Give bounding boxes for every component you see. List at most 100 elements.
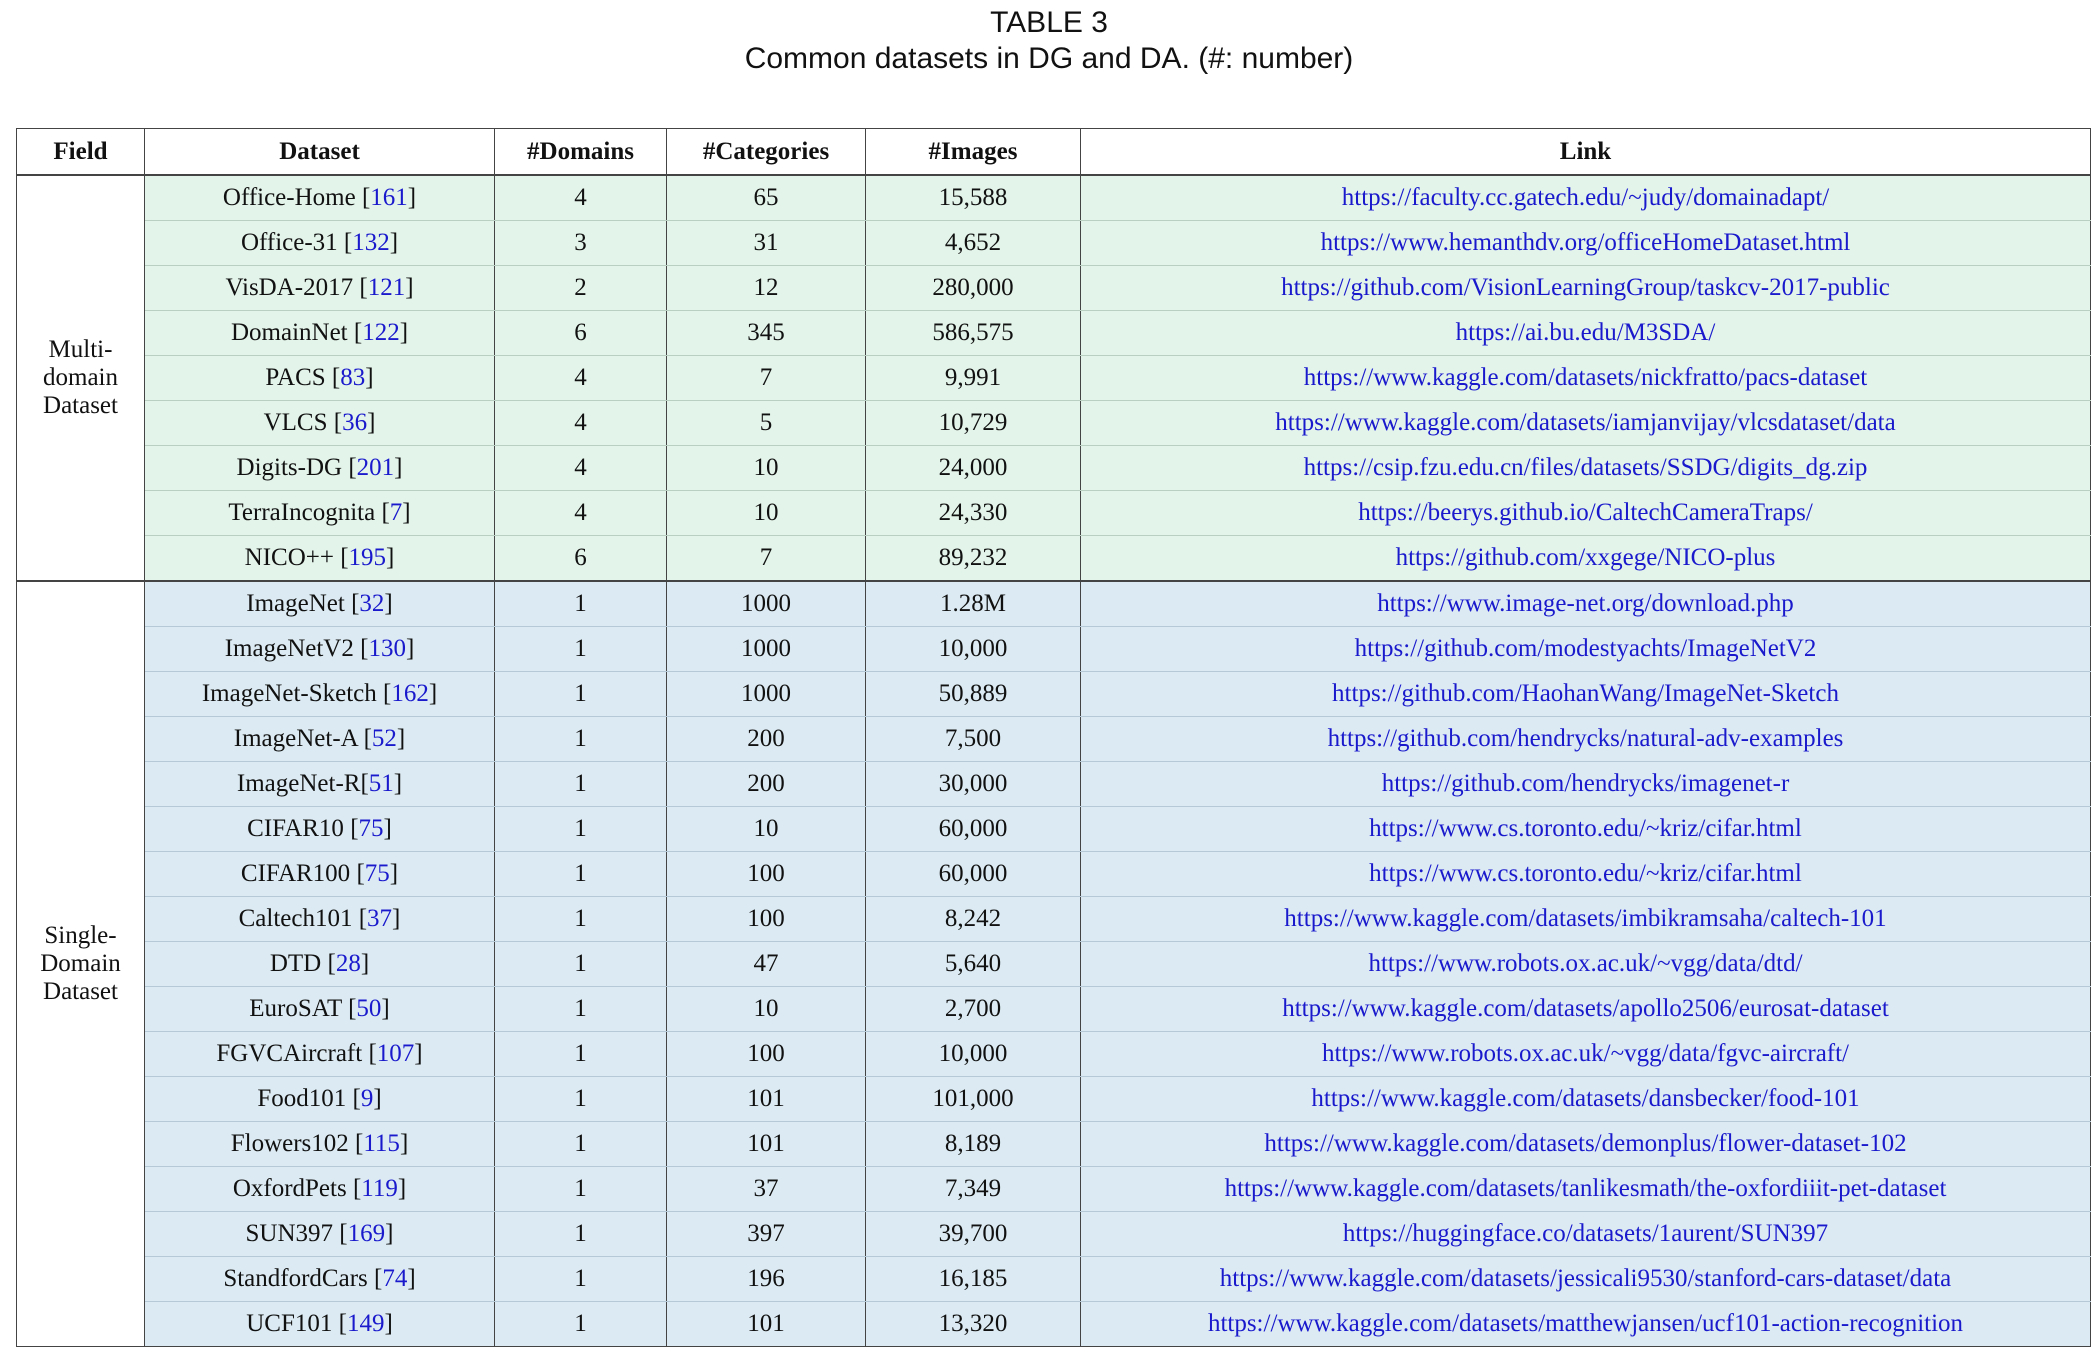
- citation-link[interactable]: 74: [382, 1265, 408, 1292]
- citation-link[interactable]: 50: [356, 995, 382, 1022]
- dataset-link[interactable]: https://faculty.cc.gatech.edu/~judy/doma…: [1341, 184, 1830, 211]
- images-cell: 586,575: [865, 310, 1081, 356]
- citation-link[interactable]: 132: [352, 229, 390, 256]
- dataset-link[interactable]: https://www.robots.ox.ac.uk/~vgg/data/fg…: [1321, 1040, 1850, 1067]
- citation-link[interactable]: 115: [363, 1130, 400, 1157]
- dataset-link[interactable]: https://www.kaggle.com/datasets/imbikram…: [1284, 905, 1887, 932]
- dataset-name: ImageNet: [246, 590, 345, 617]
- dataset-link[interactable]: https://www.robots.ox.ac.uk/~vgg/data/dt…: [1368, 950, 1803, 977]
- dataset-link[interactable]: https://www.kaggle.com/datasets/matthewj…: [1207, 1310, 1964, 1337]
- dataset-cell: Food101 [9]: [144, 1076, 495, 1122]
- citation-link[interactable]: 75: [364, 860, 390, 887]
- dataset-link[interactable]: https://www.image-net.org/download.php: [1377, 590, 1794, 617]
- images-cell: 16,185: [865, 1256, 1081, 1302]
- dataset-name: TerraIncognita: [228, 499, 376, 526]
- dataset-link[interactable]: https://csip.fzu.edu.cn/files/datasets/S…: [1303, 454, 1868, 481]
- link-cell: https://github.com/hendrycks/imagenet-r: [1080, 761, 2091, 807]
- domains-cell: 1: [494, 1211, 667, 1257]
- citation-link[interactable]: 201: [356, 454, 395, 481]
- dataset-link[interactable]: https://ai.bu.edu/M3SDA/: [1455, 319, 1716, 346]
- citation-link[interactable]: 107: [376, 1040, 415, 1067]
- dataset-link[interactable]: https://www.cs.toronto.edu/~kriz/cifar.h…: [1369, 860, 1802, 887]
- citation-link[interactable]: 36: [342, 409, 368, 436]
- dataset-link[interactable]: https://www.cs.toronto.edu/~kriz/cifar.h…: [1369, 815, 1802, 842]
- dataset-name: Digits-DG: [236, 454, 343, 481]
- citation-link[interactable]: 121: [367, 274, 406, 301]
- link-cell: https://www.kaggle.com/datasets/matthewj…: [1080, 1301, 2091, 1347]
- images-cell: 39,700: [865, 1211, 1081, 1257]
- table-row: CIFAR10 [75] 1 10 60,000 https://www.cs.toro…: [17, 806, 2091, 852]
- link-cell: https://www.kaggle.com/datasets/iamjanvi…: [1080, 400, 2091, 446]
- link-cell: https://www.kaggle.com/datasets/imbikram…: [1080, 896, 2091, 942]
- citation-link[interactable]: 195: [348, 544, 387, 571]
- dataset-link[interactable]: https://huggingface.co/datasets/1aurent/…: [1342, 1220, 1829, 1247]
- citation-link[interactable]: 52: [371, 725, 397, 752]
- citation-link[interactable]: 51: [368, 770, 394, 797]
- dataset-link[interactable]: https://www.hemanthdv.org/officeHomeData…: [1320, 229, 1851, 256]
- dataset-link[interactable]: https://github.com/hendrycks/imagenet-r: [1381, 770, 1790, 797]
- domains-cell: 1: [494, 580, 667, 627]
- images-cell: 10,000: [865, 1031, 1081, 1077]
- column-header: Field: [16, 128, 145, 176]
- dataset-link[interactable]: https://github.com/VisionLearningGroup/t…: [1281, 274, 1890, 301]
- domains-cell: 1: [494, 1301, 667, 1347]
- dataset-link[interactable]: https://www.kaggle.com/datasets/apollo25…: [1282, 995, 1889, 1022]
- table-row: Office-31 [132] 3 31 4,652 https://www.heman…: [17, 220, 2091, 266]
- citation-link[interactable]: 130: [368, 635, 406, 662]
- domains-cell: 1: [494, 806, 667, 852]
- dataset-link[interactable]: https://www.kaggle.com/datasets/jessical…: [1219, 1265, 1952, 1292]
- dataset-cell: Digits-DG [201]: [144, 445, 495, 491]
- images-cell: 5,640: [865, 941, 1081, 987]
- citation-link[interactable]: 83: [340, 364, 366, 391]
- dataset-cell: UCF101 [149]: [144, 1301, 495, 1347]
- images-cell: 7,349: [865, 1166, 1081, 1212]
- citation-link[interactable]: 169: [347, 1220, 386, 1247]
- dataset-link[interactable]: https://github.com/HaohanWang/ImageNet-S…: [1332, 680, 1839, 707]
- dataset-cell: EuroSAT [50]: [144, 986, 495, 1032]
- dataset-cell: Office-31 [132]: [144, 220, 495, 266]
- citation-link[interactable]: 37: [367, 905, 393, 932]
- dataset-link[interactable]: https://www.kaggle.com/datasets/iamjanvi…: [1275, 409, 1896, 436]
- dataset-name: VLCS: [263, 409, 328, 436]
- categories-cell: 100: [666, 1031, 866, 1077]
- citation-link[interactable]: 75: [358, 815, 384, 842]
- dataset-link[interactable]: https://github.com/modestyachts/ImageNet…: [1354, 635, 1817, 662]
- citation-link[interactable]: 122: [362, 319, 400, 346]
- dataset-link[interactable]: https://beerys.github.io/CaltechCameraTr…: [1358, 499, 1813, 526]
- table-row: FGVCAircraft [107] 1 100 10,000 https://www.…: [17, 1031, 2091, 1077]
- dataset-name: NICO++: [244, 544, 334, 571]
- dataset-link[interactable]: https://www.kaggle.com/datasets/demonplu…: [1264, 1130, 1907, 1157]
- dataset-cell: SUN397 [169]: [144, 1211, 495, 1257]
- citation-link[interactable]: 119: [361, 1175, 398, 1202]
- categories-cell: 101: [666, 1121, 866, 1167]
- images-cell: 13,320: [865, 1301, 1081, 1347]
- citation-link[interactable]: 149: [346, 1310, 385, 1337]
- citation-link[interactable]: 28: [335, 950, 361, 977]
- citation-link[interactable]: 162: [391, 680, 429, 707]
- field-label-line: Dataset: [43, 978, 118, 1005]
- link-cell: https://www.kaggle.com/datasets/demonplu…: [1080, 1121, 2091, 1167]
- images-cell: 50,889: [865, 671, 1081, 717]
- domains-cell: 3: [494, 220, 667, 266]
- dataset-link[interactable]: https://github.com/hendrycks/natural-adv…: [1327, 725, 1844, 752]
- dataset-name: CIFAR10: [247, 815, 344, 842]
- table-row: EuroSAT [50] 1 10 2,700 https://www.kaggle.c…: [17, 986, 2091, 1032]
- table-row: CIFAR100 [75] 1 100 60,000 https://www.cs.to…: [17, 851, 2091, 897]
- dataset-cell: OxfordPets [119]: [144, 1166, 495, 1212]
- dataset-link[interactable]: https://www.kaggle.com/datasets/tanlikes…: [1224, 1175, 1947, 1202]
- categories-cell: 200: [666, 716, 866, 762]
- dataset-cell: VLCS [36]: [144, 400, 495, 446]
- link-cell: https://www.cs.toronto.edu/~kriz/cifar.h…: [1080, 806, 2091, 852]
- dataset-link[interactable]: https://github.com/xxgege/NICO-plus: [1395, 544, 1776, 571]
- citation-link[interactable]: 161: [370, 184, 408, 211]
- dataset-link[interactable]: https://www.kaggle.com/datasets/dansbeck…: [1311, 1085, 1860, 1112]
- dataset-name: ImageNetV2: [224, 635, 354, 662]
- table-row: ImageNet-R[51] 1 200 30,000 https://github.c…: [17, 761, 2091, 807]
- citation-link[interactable]: 9: [360, 1085, 374, 1112]
- citation-link[interactable]: 7: [389, 499, 403, 526]
- images-cell: 24,330: [865, 490, 1081, 536]
- link-cell: https://www.kaggle.com/datasets/apollo25…: [1080, 986, 2091, 1032]
- citation-link[interactable]: 32: [359, 590, 385, 617]
- categories-cell: 196: [666, 1256, 866, 1302]
- dataset-link[interactable]: https://www.kaggle.com/datasets/nickfrat…: [1303, 364, 1868, 391]
